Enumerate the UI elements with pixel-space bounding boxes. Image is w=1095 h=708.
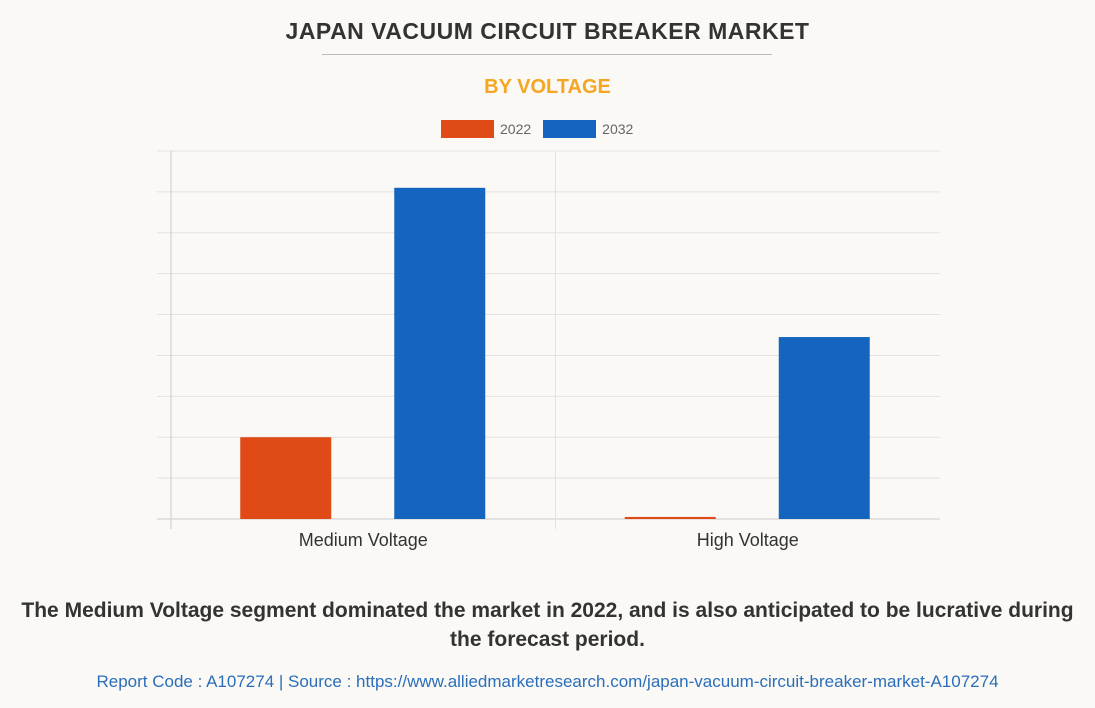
chart-subtitle: BY VOLTAGE — [484, 76, 611, 98]
source-footer[interactable]: Report Code : A107274 | Source : https:/… — [96, 672, 999, 691]
chart-title: JAPAN VACUUM CIRCUIT BREAKER MARKET — [285, 18, 810, 44]
legend-swatch-2032 — [543, 120, 597, 138]
chart-caption: The Medium Voltage segment dominated the… — [21, 599, 1074, 651]
bar-2032-medium-voltage — [394, 187, 486, 520]
legend: 2022 2032 — [441, 120, 645, 138]
bar-2032-high-voltage — [778, 337, 870, 519]
x-tick-label: Medium Voltage — [299, 530, 428, 550]
bar-2022-medium-voltage — [240, 437, 332, 519]
bar-2022-high-voltage — [624, 516, 716, 519]
legend-swatch-2022 — [441, 120, 494, 138]
legend-label-2022: 2022 — [500, 121, 532, 137]
legend-label-2032: 2032 — [602, 121, 634, 137]
title-divider — [322, 54, 772, 55]
x-tick-label: High Voltage — [697, 530, 799, 550]
bar-chart: Medium Voltage High Voltage — [157, 150, 940, 550]
